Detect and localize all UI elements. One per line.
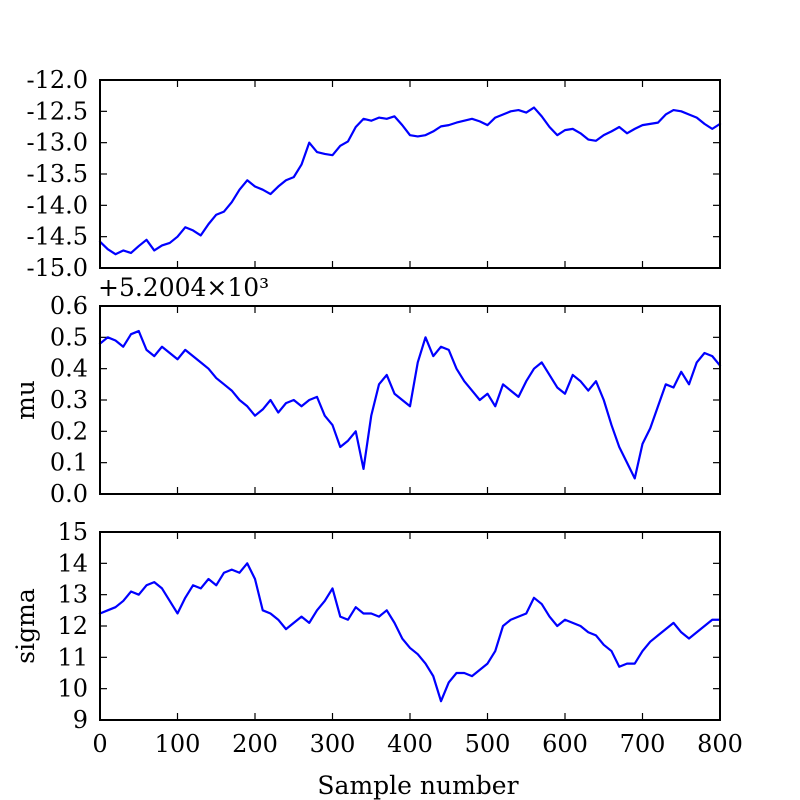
panel-1: -12.0 -12.5 -13.0 -13.5 -14.0 -14.5 -15.0 [26,66,722,282]
y-axis-label: mu [11,380,40,420]
x-tick-label: 200 [232,730,278,758]
series-line [98,106,722,256]
y-tick-label: 0.4 [50,355,88,383]
y-tick-label: 9 [73,706,88,734]
y-tick-label: 0.2 [50,417,88,445]
x-tick-label: 700 [620,730,666,758]
y-tick-label: -13.0 [26,129,88,157]
x-tick-label: 600 [542,730,588,758]
y-tick-label: -13.5 [26,160,88,188]
plot-frame [99,531,721,721]
x-tick-label: 400 [387,730,433,758]
x-tick-label: 100 [155,730,201,758]
plot-frame [99,305,721,495]
y-tick-label: 0.5 [50,323,88,351]
y-tick-label: 0.6 [50,292,88,320]
y-tick-label: 10 [57,675,88,703]
y-tick-label: 13 [57,581,88,609]
y-tick-label: -14.5 [26,223,88,251]
y-tick-label: 0.1 [50,449,88,477]
x-tick-label: 0 [92,730,107,758]
x-tick-label: 500 [465,730,511,758]
y-tick-label: 0.0 [50,480,88,508]
y-tick-label: 11 [57,643,88,671]
y-tick-label: 12 [57,612,88,640]
y-tick-label: -15.0 [26,254,88,282]
x-tick-label: 800 [697,730,743,758]
y-tick-label: -12.5 [26,97,88,125]
plot-frame [99,79,721,269]
y-tick-label: -14.0 [26,191,88,219]
y-tick-label: 14 [57,549,88,577]
series-line [98,562,722,703]
x-axis-label: Sample number [317,771,518,800]
panel-2: 0.6 0.5 0.4 0.3 0.2 0.1 0.0 mu +5.2004×10³ [11,273,722,508]
panel-3: 15 14 13 12 11 10 9 sigma 0 100 200 300 400 500 600 700… [11,518,743,800]
x-tick-label: 300 [310,730,356,758]
series-line [98,329,722,480]
y-axis-label: sigma [11,588,40,664]
y-tick-label: 15 [57,518,88,546]
y-tick-label: 0.3 [50,386,88,414]
y-offset-label: +5.2004×10³ [98,273,269,302]
y-tick-label: -12.0 [26,66,88,94]
